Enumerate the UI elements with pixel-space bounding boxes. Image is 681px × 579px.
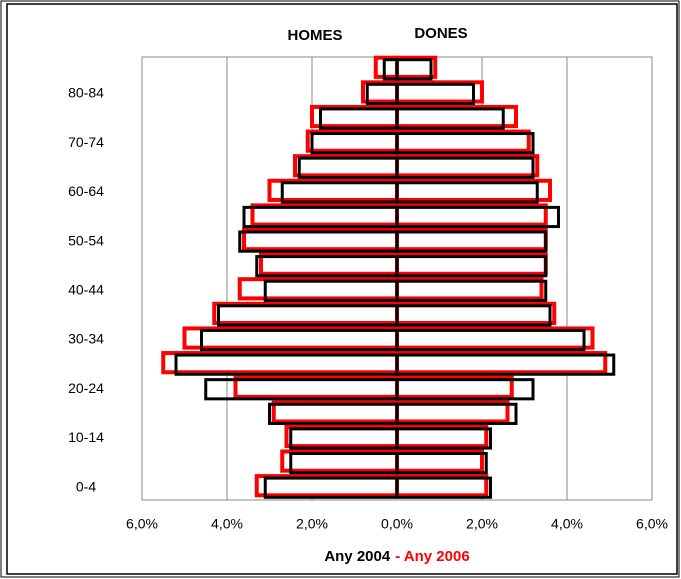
bar	[297, 156, 399, 179]
right-label: DONES	[414, 25, 467, 42]
bar	[395, 58, 433, 81]
bar	[280, 181, 399, 204]
bar	[395, 378, 535, 401]
bar	[217, 304, 399, 327]
y-tick-label: 10-14	[68, 429, 104, 445]
y-tick-label: 70-74	[68, 134, 104, 150]
bar	[395, 279, 548, 302]
bar	[255, 255, 399, 278]
bar	[365, 82, 399, 106]
x-tick-label: 6,0%	[126, 516, 158, 532]
legend-entry: - Any 2006	[395, 548, 469, 565]
x-tick-label: 4,0%	[551, 516, 583, 532]
bar	[263, 476, 399, 499]
bar	[174, 353, 399, 376]
y-tick-label: 50-54	[68, 232, 104, 248]
bar	[395, 205, 560, 229]
x-tick-label: 2,0%	[466, 516, 498, 532]
x-tick-label: 2,0%	[296, 516, 328, 532]
x-tick-label: 4,0%	[211, 516, 243, 532]
bar	[263, 279, 399, 302]
y-tick-label: 80-84	[68, 85, 104, 101]
bar	[395, 304, 552, 327]
bar	[204, 378, 399, 401]
bar	[242, 205, 399, 229]
legend: Any 2004- Any 2006	[324, 548, 469, 565]
bar	[395, 132, 535, 155]
bar	[268, 402, 399, 425]
y-tick-label: 60-64	[68, 183, 104, 199]
bar	[382, 58, 399, 81]
bar	[319, 107, 399, 130]
y-tick-label: 0-4	[76, 478, 96, 494]
bar	[395, 476, 492, 499]
bar	[395, 451, 488, 475]
bar	[310, 132, 399, 155]
bar	[395, 328, 586, 352]
y-tick-label: 30-34	[68, 331, 104, 347]
bar	[395, 402, 518, 425]
bar	[289, 427, 399, 450]
x-tick-label: 0,0%	[381, 516, 413, 532]
y-tick-label: 40-44	[68, 282, 104, 298]
bar	[238, 230, 399, 253]
x-tick-label: 6,0%	[636, 516, 668, 532]
bar	[395, 107, 505, 130]
bar	[395, 427, 492, 450]
bar	[395, 230, 548, 253]
bar	[395, 255, 548, 278]
bar	[395, 82, 475, 106]
y-tick-label: 20-24	[68, 380, 104, 396]
legend-entry: Any 2004	[324, 548, 391, 565]
chart-frame	[6, 3, 678, 575]
bar	[395, 156, 535, 179]
bar	[200, 328, 399, 352]
bar	[289, 451, 399, 475]
bar	[395, 353, 616, 376]
left-label: HOMES	[287, 27, 342, 44]
bar	[395, 181, 539, 204]
